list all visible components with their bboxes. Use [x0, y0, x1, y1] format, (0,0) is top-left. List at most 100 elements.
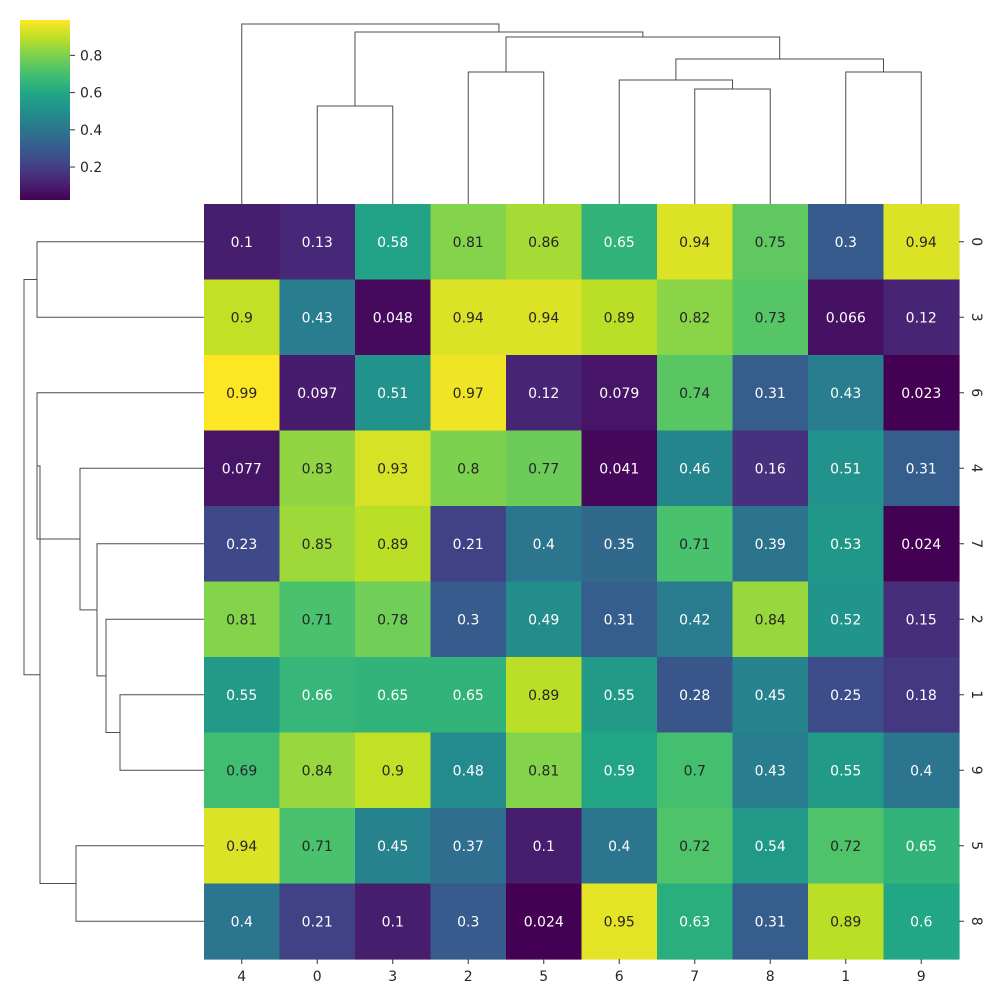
cell-value-label: 0.37 — [453, 839, 484, 855]
cell-value-label: 0.1 — [533, 839, 555, 855]
heatmap-cell — [430, 279, 507, 356]
heatmap-cell — [808, 732, 885, 809]
cell-value-label: 0.72 — [679, 839, 710, 855]
cell-value-label: 0.43 — [755, 763, 786, 779]
heatmap-cell — [279, 732, 356, 809]
cell-value-label: 0.45 — [755, 688, 786, 704]
x-tick-label: 8 — [766, 969, 775, 985]
x-axis-tick-labels: 4 0 3 2 5 6 7 8 1 9 — [237, 959, 926, 985]
heatmap-cell — [430, 506, 507, 583]
heatmap-cell — [355, 581, 432, 658]
heatmap-cell — [732, 279, 809, 356]
heatmap-cell — [808, 355, 885, 432]
heatmap-cell — [279, 657, 356, 734]
heatmap-cell — [581, 808, 658, 885]
cell-value-label: 0.75 — [755, 235, 786, 251]
heatmap-cell — [430, 657, 507, 734]
heatmap-cell — [657, 657, 734, 734]
colorbar-tick-label: 0.6 — [80, 86, 102, 102]
cell-value-label: 0.59 — [604, 763, 635, 779]
colorbar: 0.2 0.4 0.6 0.8 — [20, 20, 102, 200]
heatmap-cell — [808, 581, 885, 658]
y-tick-label: 9 — [968, 766, 984, 775]
heatmap-cell — [355, 279, 432, 356]
heatmap-cell — [732, 732, 809, 809]
heatmap-cell — [581, 204, 658, 281]
cell-value-label: 0.52 — [830, 612, 861, 628]
cell-value-label: 0.74 — [679, 386, 710, 402]
heatmap-cell — [204, 506, 281, 583]
heatmap-cell — [732, 808, 809, 885]
cell-value-label: 0.4 — [910, 763, 932, 779]
cell-value-label: 0.8 — [457, 461, 479, 477]
y-tick-label: 4 — [968, 464, 984, 473]
y-tick-label: 8 — [968, 917, 984, 926]
cell-value-label: 0.15 — [906, 612, 937, 628]
heatmap-cell — [657, 430, 734, 507]
cell-value-label: 0.7 — [684, 763, 706, 779]
heatmap-cell — [581, 506, 658, 583]
cell-value-label: 0.94 — [453, 310, 484, 326]
cell-value-label: 0.73 — [755, 310, 786, 326]
cell-value-label: 0.54 — [755, 839, 786, 855]
y-tick-label: 6 — [968, 388, 984, 397]
cell-value-label: 0.079 — [599, 386, 639, 402]
colorbar-tick-label: 0.4 — [80, 123, 102, 139]
heatmap-cell — [355, 732, 432, 809]
heatmap-cell — [430, 204, 507, 281]
heatmap-cell — [279, 204, 356, 281]
heatmap-cell — [204, 279, 281, 356]
dendrogram-link — [36, 392, 204, 540]
x-tick-label: 0 — [313, 969, 322, 985]
dendrogram-link — [354, 31, 644, 106]
heatmap-cell — [883, 430, 960, 507]
cell-value-label: 0.89 — [604, 310, 635, 326]
dendrogram-link — [79, 467, 204, 611]
heatmap-cell — [808, 430, 885, 507]
heatmap-cell — [506, 808, 583, 885]
cell-value-label: 0.66 — [302, 688, 333, 704]
heatmap-cell — [657, 279, 734, 356]
colorbar-gradient — [20, 20, 70, 200]
cell-value-label: 0.12 — [906, 310, 937, 326]
y-tick-label: 2 — [968, 615, 984, 624]
heatmap-cell — [883, 657, 960, 734]
dendrogram-link — [618, 79, 733, 204]
cell-value-label: 0.48 — [453, 763, 484, 779]
heatmap-cell — [883, 732, 960, 809]
cell-value-label: 0.048 — [373, 310, 413, 326]
cell-value-label: 0.077 — [222, 461, 262, 477]
dendrogram-link — [845, 71, 922, 204]
heatmap-cell — [808, 279, 885, 356]
heatmap-cell — [355, 506, 432, 583]
cell-value-label: 0.81 — [528, 763, 559, 779]
heatmap-cell — [204, 355, 281, 432]
heatmap-cell — [506, 883, 583, 960]
heatmap-grid: 0.1 0.13 0.58 0.81 0.86 0.65 0.94 0.75 0.3 0.94 0.… — [204, 204, 960, 960]
heatmap-cell — [657, 883, 734, 960]
cell-value-label: 0.43 — [302, 310, 333, 326]
dendrogram-link — [675, 58, 884, 80]
dendrogram-link — [241, 23, 500, 204]
cell-value-label: 0.31 — [755, 914, 786, 930]
cell-value-label: 0.55 — [226, 688, 257, 704]
dendrogram-link — [37, 465, 76, 884]
heatmap-cell — [204, 883, 281, 960]
cell-value-label: 0.99 — [226, 386, 257, 402]
dendrogram-link — [105, 618, 204, 733]
heatmap-cell — [430, 883, 507, 960]
cell-value-label: 0.81 — [226, 612, 257, 628]
heatmap-cell — [883, 204, 960, 281]
heatmap-cell — [430, 732, 507, 809]
heatmap-cell — [204, 581, 281, 658]
cell-value-label: 0.78 — [377, 612, 408, 628]
y-tick-label: 1 — [968, 690, 984, 699]
heatmap-cell — [204, 430, 281, 507]
y-axis-tick-labels: 0 3 6 4 7 2 1 9 5 8 — [959, 237, 984, 926]
heatmap-cell — [506, 279, 583, 356]
cell-value-label: 0.71 — [679, 537, 710, 553]
heatmap-cell — [732, 430, 809, 507]
dendrogram-link — [119, 694, 204, 771]
cell-value-label: 0.65 — [453, 688, 484, 704]
heatmap-cell — [506, 506, 583, 583]
